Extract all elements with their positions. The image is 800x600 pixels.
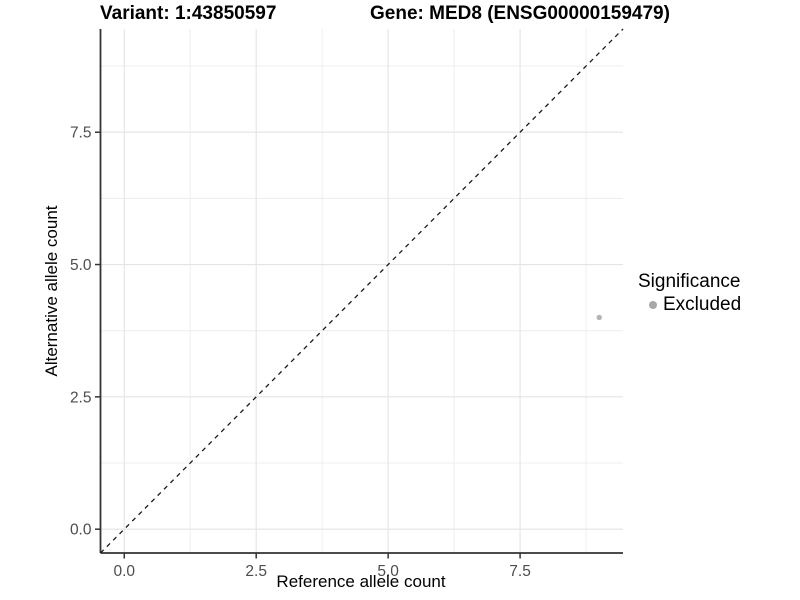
y-tick-label: 7.5 [70,125,92,142]
legend: Significance Excluded [638,271,741,316]
y-tick-label: 0.0 [70,522,92,539]
x-tick-label: 2.5 [245,563,267,580]
y-tick-label: 5.0 [70,257,92,274]
y-axis-title: Alternative allele count [42,205,61,377]
x-tick-label: 0.0 [113,563,135,580]
identity-dashed-line [100,28,624,554]
x-axis-title: Reference allele count [276,572,446,591]
data-point[interactable] [596,314,602,321]
y-tick-label: 2.5 [70,389,92,406]
legend-key-dot-icon [649,301,657,309]
plot-title-gene: Gene: MED8 (ENSG00000159479) [370,3,670,24]
legend-item-label: Excluded [663,294,742,315]
plot-title-variant: Variant: 1:43850597 [100,3,277,24]
legend-title: Significance [638,271,741,292]
legend-item-excluded[interactable]: Excluded [638,294,741,316]
x-tick-label: 5.0 [377,563,399,580]
x-tick-label: 7.5 [509,563,531,580]
